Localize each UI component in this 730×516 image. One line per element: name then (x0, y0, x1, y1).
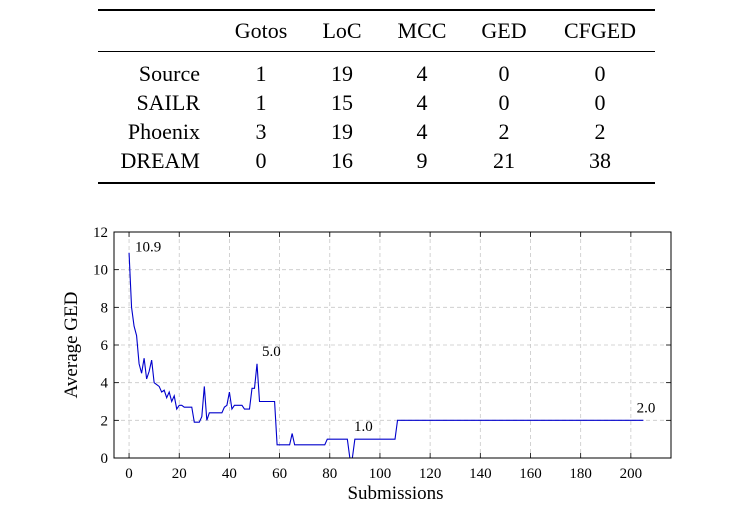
table-mid-rule (98, 51, 655, 52)
y-tick-label: 6 (101, 338, 109, 354)
x-tick-label: 20 (172, 466, 187, 482)
table-row-label: Source (138, 61, 200, 86)
x-tick-label: 120 (419, 466, 442, 482)
y-axis-label: Average GED (61, 292, 82, 399)
table-header-gotos: Gotos (234, 18, 288, 43)
data-label: 2.0 (637, 400, 656, 416)
table-cell: 2 (498, 119, 510, 144)
table-header-loc: LoC (322, 18, 362, 43)
table-cell: 1 (255, 61, 267, 86)
table-header-mcc: MCC (397, 18, 447, 43)
y-tick-label: 4 (101, 376, 109, 392)
plot-frame (113, 231, 672, 459)
x-tick-label: 140 (469, 466, 492, 482)
table-cell: 4 (416, 90, 428, 115)
table-cell: 0 (255, 148, 267, 173)
table-top-rule (98, 9, 655, 11)
x-tick-label: 100 (369, 466, 392, 482)
x-tick-label: 80 (322, 466, 337, 482)
table-cell: 21 (493, 148, 515, 173)
x-tick-label: 40 (222, 466, 237, 482)
table-cell: 0 (594, 61, 606, 86)
table-cell: 4 (416, 119, 428, 144)
x-tick-label: 60 (272, 466, 287, 482)
data-label: 1.0 (354, 419, 373, 435)
table-bottom-rule (98, 182, 655, 184)
y-tick-label: 0 (101, 451, 109, 467)
table-row-label: DREAM (120, 148, 200, 173)
table-cell: 38 (589, 148, 611, 173)
series-line (128, 252, 644, 459)
table-cell: 1 (255, 90, 267, 115)
table-cell: 0 (498, 61, 510, 86)
table-cell: 0 (594, 90, 606, 115)
table-row-label: SAILR (136, 90, 200, 115)
table-cell: 9 (416, 148, 428, 173)
y-tick-label: 12 (93, 225, 108, 241)
table-cell: 2 (594, 119, 606, 144)
data-label: 5.0 (262, 344, 281, 360)
table-row-label: Phoenix (127, 119, 200, 144)
table-cell: 15 (331, 90, 353, 115)
metrics-table: Gotos LoC MCC GED CFGED Source 1 19 4 0 … (98, 9, 655, 184)
x-tick-label: 200 (620, 466, 643, 482)
y-tick-label: 8 (101, 300, 109, 316)
x-tick-label: 160 (519, 466, 542, 482)
y-tick-label: 2 (101, 413, 109, 429)
table-cell: 16 (331, 148, 353, 173)
table-cell: 0 (498, 90, 510, 115)
table-cell: 4 (416, 61, 428, 86)
table-cell: 19 (331, 61, 353, 86)
data-label: 10.9 (135, 240, 161, 256)
y-tick-label: 10 (93, 263, 108, 279)
x-axis-label: Submissions (347, 483, 443, 504)
table-cell: 3 (255, 119, 267, 144)
table-cell: 19 (331, 119, 353, 144)
table-header-ged: GED (481, 18, 527, 43)
x-tick-label: 180 (569, 466, 592, 482)
table-header-cfged: CFGED (563, 18, 637, 43)
x-tick-label: 0 (125, 466, 133, 482)
